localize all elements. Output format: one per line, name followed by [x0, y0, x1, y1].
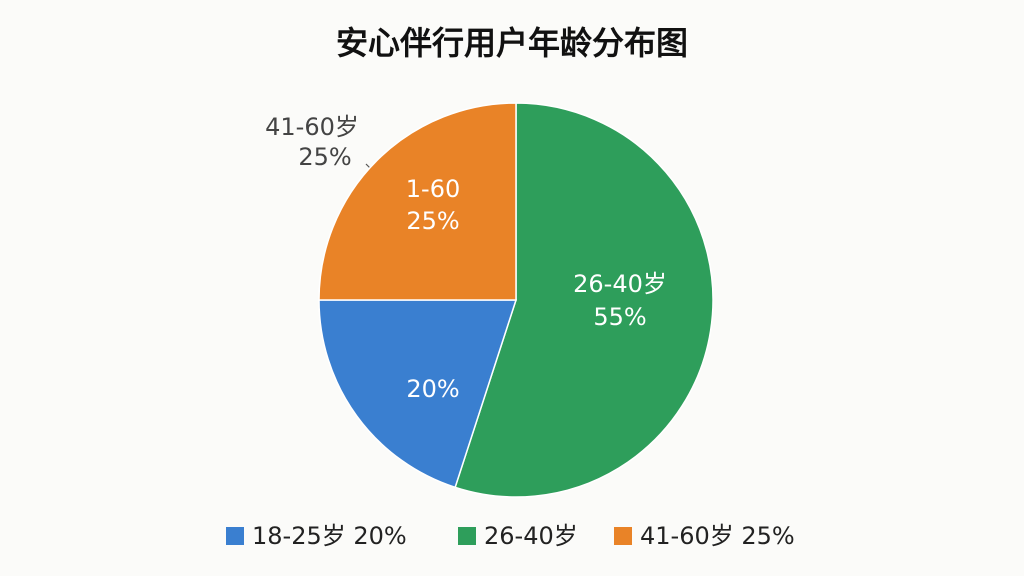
outside-value-label: 25% — [298, 143, 351, 171]
pie-slice — [318, 102, 517, 301]
slice-value-label: 25% — [406, 207, 459, 235]
legend-label: 26-40岁 — [484, 522, 578, 550]
outside-label: 41-60岁 — [265, 113, 359, 141]
legend-swatch — [226, 527, 244, 545]
chart-title: 安心伴行用户年龄分布图 — [336, 24, 688, 62]
legend-label: 41-60岁 25% — [640, 522, 795, 550]
pie-slice — [454, 102, 714, 498]
slice-annotation: 1-60 — [406, 175, 460, 203]
legend-swatch — [458, 527, 476, 545]
legend-label: 18-25岁 20% — [252, 522, 407, 550]
legend-swatch — [614, 527, 632, 545]
slice-label: 26-40岁 — [573, 270, 667, 298]
slice-value-label: 20% — [406, 375, 459, 403]
pie-slice — [318, 299, 518, 489]
slice-value-label: 55% — [593, 303, 646, 331]
